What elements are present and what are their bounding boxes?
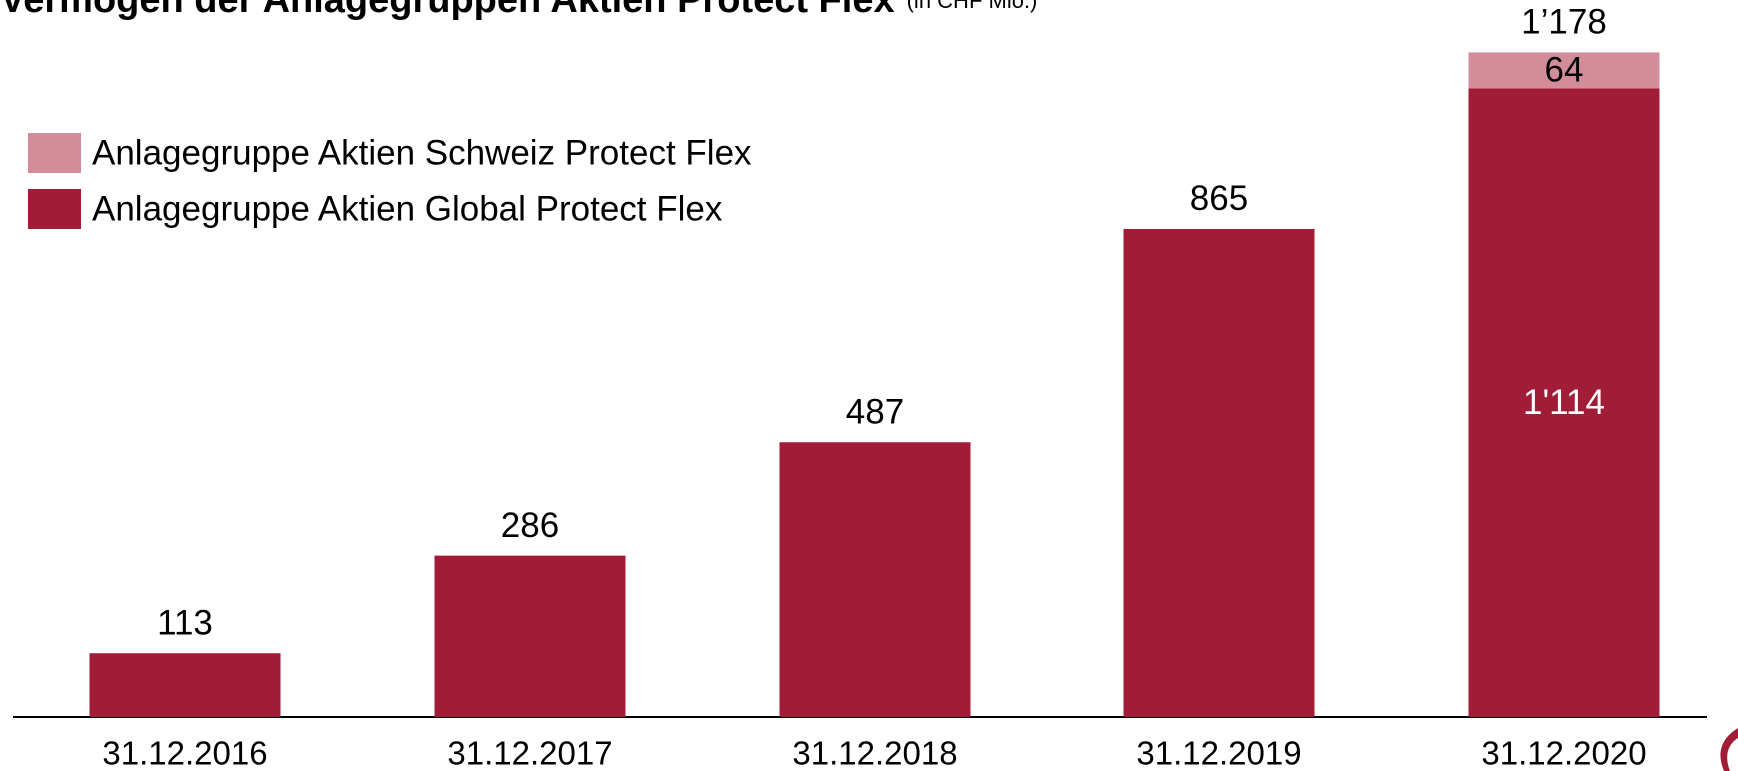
bar-segment xyxy=(89,653,281,717)
x-tick-label: 31.12.2020 xyxy=(1481,735,1646,771)
bar-segment xyxy=(1123,228,1315,717)
x-tick-label: 31.12.2017 xyxy=(447,735,612,771)
x-tick-label: 31.12.2016 xyxy=(102,735,267,771)
bar-segment xyxy=(434,555,626,717)
total-label: 487 xyxy=(846,393,904,432)
x-tick-label: 31.12.2019 xyxy=(1136,735,1301,771)
title-text: Vermögen der Anlagegruppen Aktien Protec… xyxy=(0,0,895,21)
legend-label: Anlagegruppe Aktien Schweiz Protect Flex xyxy=(92,133,752,172)
value-label: 64 xyxy=(1545,51,1584,90)
x-tick-label: 31.12.2018 xyxy=(792,735,957,771)
logo-fragment xyxy=(1720,728,1738,771)
legend-label: Anlagegruppe Aktien Global Protect Flex xyxy=(92,189,723,228)
total-label: 865 xyxy=(1190,179,1248,218)
subtitle-text: (in CHF Mio.) xyxy=(907,0,1038,13)
total-label: 113 xyxy=(157,603,213,642)
total-label: 1’178 xyxy=(1521,3,1607,42)
total-label: 286 xyxy=(501,506,559,545)
legend-swatch xyxy=(28,133,81,173)
bar-segment xyxy=(1468,52,1660,89)
legend-swatch xyxy=(28,189,81,229)
bar-segment xyxy=(1468,88,1660,718)
value-label: 1'114 xyxy=(1523,383,1605,422)
chart-title: Vermögen der Anlagegruppen Aktien Protec… xyxy=(0,0,1037,21)
bar-segment xyxy=(779,442,971,717)
